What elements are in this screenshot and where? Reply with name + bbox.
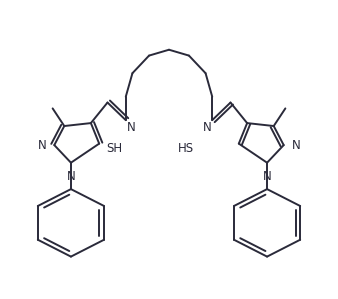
Text: SH: SH [106, 141, 122, 155]
Text: N: N [127, 121, 136, 134]
Text: N: N [38, 139, 46, 152]
Text: HS: HS [178, 141, 194, 155]
Text: N: N [263, 170, 271, 183]
Text: N: N [292, 139, 300, 152]
Text: N: N [202, 121, 211, 134]
Text: N: N [67, 170, 75, 183]
